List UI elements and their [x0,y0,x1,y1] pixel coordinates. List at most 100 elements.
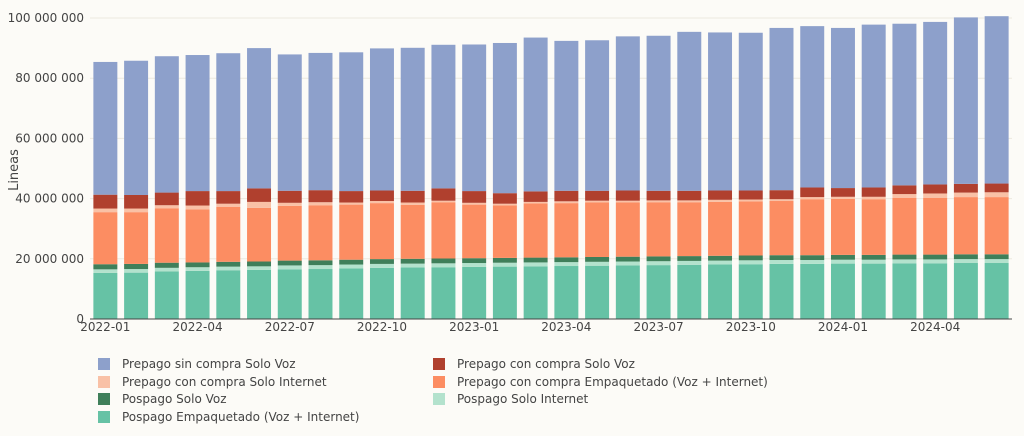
bar-segment[interactable] [400,263,425,268]
bar-segment[interactable] [554,40,579,191]
bar-segment[interactable] [646,261,671,266]
bar-segment[interactable] [861,187,886,197]
bar-segment[interactable] [431,188,456,201]
bar-segment[interactable] [677,31,702,191]
bar-segment[interactable] [830,188,855,197]
bar-segment[interactable] [830,196,855,199]
bar-segment[interactable] [923,254,948,260]
bar-segment[interactable] [554,257,579,263]
bar-segment[interactable] [462,191,487,203]
bar-segment[interactable] [892,23,917,186]
bar-segment[interactable] [400,202,425,205]
bar-segment[interactable] [923,198,948,255]
bar-segment[interactable] [523,266,548,319]
bar-segment[interactable] [93,61,118,195]
bar-segment[interactable] [185,270,210,319]
bar-segment[interactable] [615,261,640,266]
bar-segment[interactable] [400,47,425,191]
bar-segment[interactable] [861,199,886,255]
bar-segment[interactable] [923,263,948,319]
bar-segment[interactable] [738,260,763,265]
bar-segment[interactable] [861,263,886,319]
bar-segment[interactable] [800,197,825,200]
bar-segment[interactable] [861,254,886,260]
bar-segment[interactable] [892,263,917,319]
bar-segment[interactable] [277,54,302,191]
bar-segment[interactable] [308,269,333,319]
bar-segment[interactable] [923,259,948,264]
bar-segment[interactable] [554,201,579,204]
bar-segment[interactable] [585,40,610,191]
bar-segment[interactable] [462,258,487,264]
bar-segment[interactable] [984,254,1009,260]
bar-segment[interactable] [339,264,364,269]
bar-segment[interactable] [646,256,671,262]
bar-segment[interactable] [738,199,763,202]
bar-segment[interactable] [953,17,978,184]
bar-segment[interactable] [953,254,978,260]
bar-segment[interactable] [124,212,149,264]
bar-segment[interactable] [984,192,1009,198]
bar-segment[interactable] [431,200,456,203]
bar-segment[interactable] [93,194,118,209]
bar-segment[interactable] [247,261,272,267]
bar-segment[interactable] [585,261,610,266]
bar-segment[interactable] [247,48,272,189]
bar-segment[interactable] [216,206,241,262]
bar-segment[interactable] [369,201,394,204]
bar-segment[interactable] [984,263,1009,319]
bar-segment[interactable] [400,258,425,264]
bar-segment[interactable] [800,26,825,188]
bar-segment[interactable] [247,266,272,270]
bar-segment[interactable] [830,198,855,255]
bar-segment[interactable] [185,209,210,263]
bar-segment[interactable] [769,201,794,256]
bar-segment[interactable] [984,197,1009,255]
bar-segment[interactable] [462,202,487,205]
bar-segment[interactable] [247,201,272,208]
bar-segment[interactable] [247,188,272,202]
bar-segment[interactable] [154,205,179,209]
legend-item[interactable]: Prepago con compra Solo Internet [98,375,327,389]
bar-segment[interactable] [369,267,394,319]
bar-segment[interactable] [185,267,210,271]
bar-segment[interactable] [892,259,917,264]
bar-segment[interactable] [216,266,241,271]
bar-segment[interactable] [646,202,671,257]
bar-segment[interactable] [953,263,978,319]
bar-segment[interactable] [93,208,118,213]
bar-segment[interactable] [216,53,241,192]
bar-segment[interactable] [93,264,118,270]
bar-segment[interactable] [124,263,149,270]
bar-segment[interactable] [492,262,517,267]
bar-segment[interactable] [708,190,733,200]
bar-segment[interactable] [646,265,671,319]
legend-item[interactable]: Prepago con compra Solo Voz [433,357,635,371]
bar-segment[interactable] [615,202,640,257]
bar-segment[interactable] [892,198,917,255]
bar-segment[interactable] [984,16,1009,184]
bar-segment[interactable] [431,202,456,259]
bar-segment[interactable] [708,264,733,319]
bar-segment[interactable] [277,269,302,319]
bar-segment[interactable] [154,192,179,206]
bar-segment[interactable] [308,52,333,191]
bar-segment[interactable] [431,258,456,264]
bar-segment[interactable] [369,259,394,264]
bar-segment[interactable] [124,60,149,195]
bar-segment[interactable] [585,200,610,203]
bar-segment[interactable] [339,52,364,192]
bar-segment[interactable] [492,42,517,194]
bar-segment[interactable] [154,271,179,319]
bar-segment[interactable] [738,201,763,256]
bar-segment[interactable] [369,263,394,268]
bar-segment[interactable] [554,266,579,319]
bar-segment[interactable] [462,266,487,319]
bar-segment[interactable] [708,201,733,256]
bar-segment[interactable] [308,265,333,270]
bar-segment[interactable] [892,254,917,260]
bar-segment[interactable] [830,27,855,189]
bar-segment[interactable] [308,205,333,261]
legend-item[interactable]: Prepago con compra Empaquetado (Voz + In… [433,375,768,389]
bar-segment[interactable] [124,208,149,213]
